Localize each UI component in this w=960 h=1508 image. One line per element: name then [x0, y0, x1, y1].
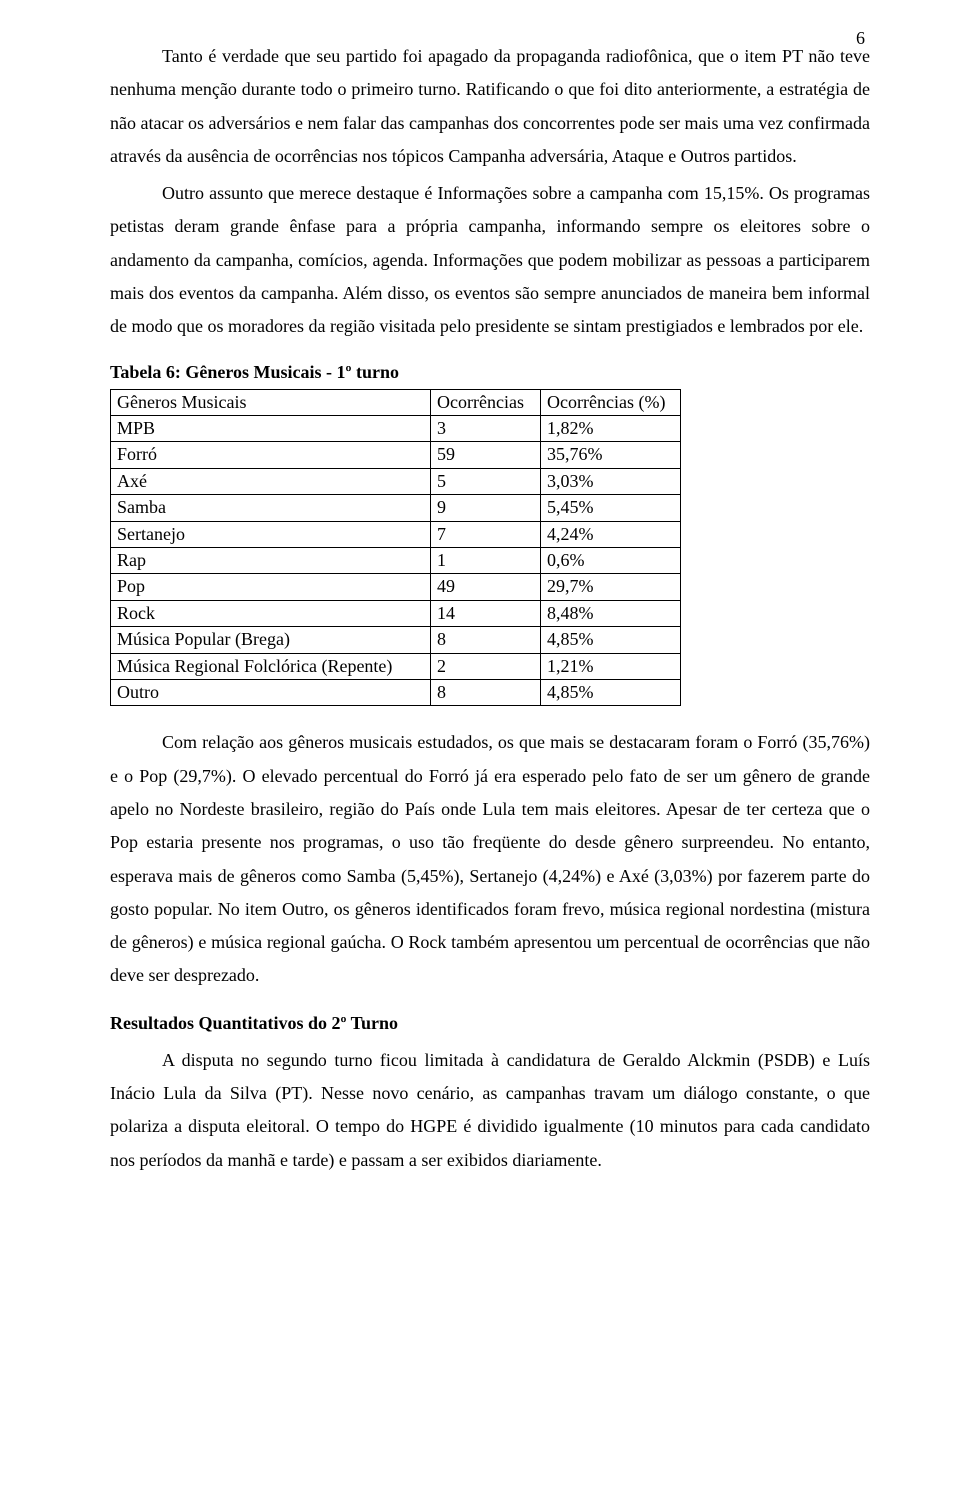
table-row: Pop 49 29,7% — [111, 574, 681, 600]
table-6-title: Tabela 6: Gêneros Musicais - 1º turno — [110, 362, 870, 383]
table-cell: Forró — [111, 442, 431, 468]
table-row: Rock 14 8,48% — [111, 600, 681, 626]
table-cell: 14 — [431, 600, 541, 626]
table-row: Samba 9 5,45% — [111, 495, 681, 521]
table-cell: Samba — [111, 495, 431, 521]
table-cell: Outro — [111, 679, 431, 705]
table-header-cell: Ocorrências — [431, 389, 541, 415]
table-cell: Rap — [111, 548, 431, 574]
paragraph-block-1: Tanto é verdade que seu partido foi apag… — [110, 40, 870, 173]
table-header-cell: Gêneros Musicais — [111, 389, 431, 415]
table-cell: 8,48% — [541, 600, 681, 626]
table-cell: 49 — [431, 574, 541, 600]
table-header-row: Gêneros Musicais Ocorrências Ocorrências… — [111, 389, 681, 415]
paragraph-4: A disputa no segundo turno ficou limitad… — [110, 1044, 870, 1177]
page: 6 Tanto é verdade que seu partido foi ap… — [0, 0, 960, 1241]
paragraph-block-2: Outro assunto que merece destaque é Info… — [110, 177, 870, 343]
table-6: Gêneros Musicais Ocorrências Ocorrências… — [110, 389, 681, 707]
table-row: Sertanejo 7 4,24% — [111, 521, 681, 547]
table-cell: 1,82% — [541, 416, 681, 442]
table-cell: 5,45% — [541, 495, 681, 521]
table-cell: Música Popular (Brega) — [111, 627, 431, 653]
table-cell: Sertanejo — [111, 521, 431, 547]
table-row: MPB 3 1,82% — [111, 416, 681, 442]
table-cell: 3,03% — [541, 468, 681, 494]
table-cell: 8 — [431, 627, 541, 653]
table-cell: 7 — [431, 521, 541, 547]
table-cell: Pop — [111, 574, 431, 600]
paragraph-1: Tanto é verdade que seu partido foi apag… — [110, 40, 870, 173]
paragraph-block-4: A disputa no segundo turno ficou limitad… — [110, 1044, 870, 1177]
table-cell: 29,7% — [541, 574, 681, 600]
page-number: 6 — [856, 28, 865, 49]
table-row: Forró 59 35,76% — [111, 442, 681, 468]
table-row: Rap 1 0,6% — [111, 548, 681, 574]
table-cell: 0,6% — [541, 548, 681, 574]
table-cell: 2 — [431, 653, 541, 679]
table-row: Música Regional Folclórica (Repente) 2 1… — [111, 653, 681, 679]
table-cell: MPB — [111, 416, 431, 442]
table-cell: 1,21% — [541, 653, 681, 679]
table-cell: 8 — [431, 679, 541, 705]
table-cell: 4,85% — [541, 627, 681, 653]
table-cell: Música Regional Folclórica (Repente) — [111, 653, 431, 679]
table-cell: 4,85% — [541, 679, 681, 705]
paragraph-block-3: Com relação aos gêneros musicais estudad… — [110, 726, 870, 992]
table-row: Música Popular (Brega) 8 4,85% — [111, 627, 681, 653]
table-cell: 35,76% — [541, 442, 681, 468]
table-cell: 5 — [431, 468, 541, 494]
table-cell: 4,24% — [541, 521, 681, 547]
table-header-cell: Ocorrências (%) — [541, 389, 681, 415]
paragraph-2: Outro assunto que merece destaque é Info… — [110, 177, 870, 343]
table-row: Outro 8 4,85% — [111, 679, 681, 705]
table-cell: 59 — [431, 442, 541, 468]
paragraph-3: Com relação aos gêneros musicais estudad… — [110, 726, 870, 992]
table-cell: 1 — [431, 548, 541, 574]
table-cell: 3 — [431, 416, 541, 442]
section-title-results-2nd-round: Resultados Quantitativos do 2º Turno — [110, 1013, 870, 1034]
table-cell: 9 — [431, 495, 541, 521]
table-row: Axé 5 3,03% — [111, 468, 681, 494]
table-cell: Rock — [111, 600, 431, 626]
table-cell: Axé — [111, 468, 431, 494]
